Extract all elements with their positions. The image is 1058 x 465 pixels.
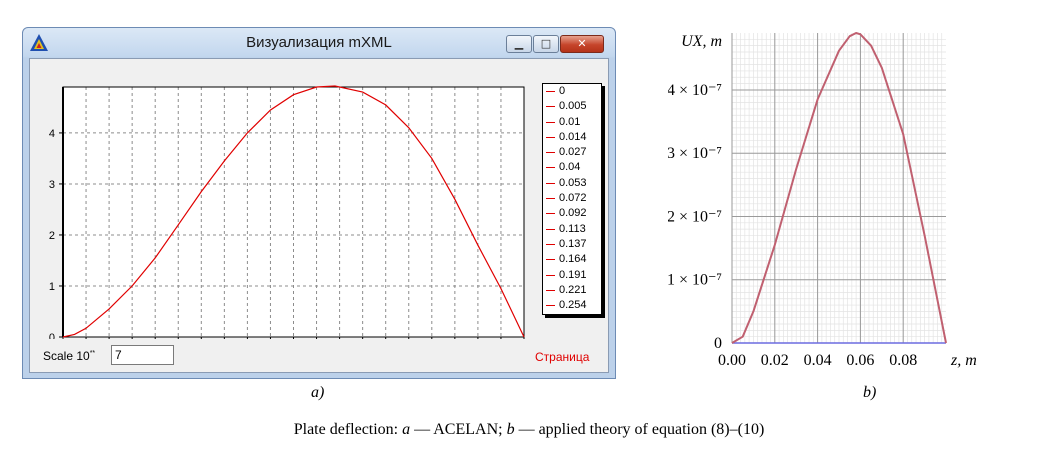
legend: 0 0.005 0.01 0.014 0.027 0.04 0.053 0.072 0.092 0… — [542, 83, 602, 315]
legend-item: 0.01 — [543, 115, 601, 130]
deflection-chart-a: 0102030405060708090100110120130140150160… — [49, 85, 525, 339]
caption-mid: — ACELAN; — [410, 421, 507, 438]
legend-swatch — [546, 289, 555, 291]
caption-b: b) — [863, 384, 877, 401]
legend-swatch — [546, 243, 555, 245]
legend-label: 0.072 — [559, 192, 587, 205]
legend-swatch — [546, 305, 555, 307]
legend-item: 0.191 — [543, 268, 601, 283]
legend-swatch — [546, 259, 555, 261]
legend-item: 0.137 — [543, 237, 601, 252]
caption-b-letter: b — [506, 421, 515, 438]
acelan-logo-icon — [30, 34, 48, 51]
legend-swatch — [546, 228, 555, 230]
title-bar[interactable]: Визуализация mXML ▁ □ ✕ — [23, 28, 615, 58]
legend-label: 0.027 — [559, 146, 587, 159]
legend-label: 0.221 — [559, 283, 587, 296]
legend-label: 0.137 — [559, 237, 587, 250]
legend-swatch — [546, 167, 555, 169]
legend-label: 0.254 — [559, 299, 587, 312]
legend-item: 0.053 — [543, 176, 601, 191]
x-tick-label: 0.08 — [889, 352, 917, 369]
legend-item: 0.04 — [543, 160, 601, 175]
legend-label: 0.191 — [559, 268, 587, 281]
minimize-icon: ▁ — [514, 37, 524, 50]
caption-a-letter: a — [402, 421, 411, 438]
legend-swatch — [546, 152, 555, 154]
scale-label-text: Scale 10 — [43, 349, 90, 363]
caption-a: a) — [311, 384, 325, 401]
legend-item: 0.072 — [543, 191, 601, 206]
maximize-icon: □ — [540, 37, 552, 50]
y-tick-label: 3 × 10⁻⁷ — [668, 145, 722, 162]
y-axis-title: UX, m — [681, 33, 722, 50]
legend-swatch — [546, 136, 555, 138]
legend-swatch — [546, 274, 555, 276]
y-tick-label: 3 — [49, 179, 55, 191]
legend-label: 0 — [559, 85, 566, 97]
y-tick-label: 2 — [49, 230, 55, 242]
legend-swatch — [546, 213, 555, 215]
close-button[interactable]: ✕ — [560, 35, 604, 53]
legend-label: 0.092 — [559, 207, 587, 220]
x-axis-title: z, m — [950, 352, 977, 369]
legend-label: 0.01 — [559, 115, 581, 128]
scale-input[interactable]: 7 — [111, 345, 174, 365]
minimize-button[interactable]: ▁ — [506, 35, 532, 53]
legend-item: 0.014 — [543, 130, 601, 145]
figure-caption: Plate deflection: a — ACELAN; b — applie… — [0, 421, 1058, 439]
legend-label: 0.164 — [559, 253, 587, 266]
window-title: Визуализация mXML — [246, 34, 392, 51]
series-line-ux — [731, 32, 947, 344]
legend-item: 0.027 — [543, 145, 601, 160]
legend-label: 0.04 — [559, 161, 581, 174]
x-tick-label: 0.02 — [761, 352, 789, 369]
legend-item: 0 — [543, 84, 601, 99]
legend-swatch — [546, 121, 555, 123]
legend-label: 0.113 — [559, 222, 586, 235]
caption-suffix: — applied theory of equation (8)–(10) — [514, 421, 765, 438]
legend-item: 0.254 — [543, 298, 601, 313]
legend-swatch — [546, 198, 555, 200]
legend-item: 0.005 — [543, 99, 601, 114]
y-tick-label: 1 × 10⁻⁷ — [668, 272, 722, 289]
legend-item: 0.092 — [543, 206, 601, 221]
legend-label: 0.005 — [559, 100, 587, 113]
caption-prefix: Plate deflection: — [293, 421, 403, 438]
y-tick-label: 2 × 10⁻⁷ — [668, 208, 722, 225]
scale-superscript: ** — [89, 350, 96, 357]
y-tick-label: 0 — [714, 335, 722, 352]
x-tick-label: 0.00 — [718, 352, 746, 369]
legend-swatch — [546, 91, 555, 92]
legend-label: 0.014 — [559, 130, 587, 143]
y-tick-label: 4 × 10⁻⁷ — [668, 82, 722, 99]
scale-label: Scale 10** — [43, 349, 95, 363]
plot-area — [63, 87, 524, 337]
maximize-button[interactable]: □ — [533, 35, 559, 53]
window-client-area: 0102030405060708090100110120130140150160… — [29, 58, 609, 373]
legend-swatch — [546, 182, 555, 184]
y-tick-label: 1 — [49, 281, 55, 293]
y-tick-label: 4 — [49, 128, 55, 140]
legend-item: 0.113 — [543, 222, 601, 237]
legend-swatch — [546, 106, 555, 108]
x-tick-label: 0.06 — [846, 352, 874, 369]
page-link[interactable]: Страница — [535, 350, 590, 364]
legend-label: 0.053 — [559, 176, 587, 189]
legend-item: 0.164 — [543, 252, 601, 267]
close-icon: ✕ — [577, 37, 587, 50]
y-tick-label: 0 — [49, 332, 55, 339]
legend-item: 0.221 — [543, 283, 601, 298]
x-tick-label: 0.04 — [804, 352, 832, 369]
series-line-deflection — [62, 85, 525, 338]
deflection-chart-b: 0.00 0.02 0.04 0.06 0.08 0 1 × 10⁻⁷ 2 × 10⁻⁷ 3 ×… — [668, 32, 977, 369]
visualization-window: Визуализация mXML ▁ □ ✕ 0102030405060708… — [22, 27, 616, 379]
